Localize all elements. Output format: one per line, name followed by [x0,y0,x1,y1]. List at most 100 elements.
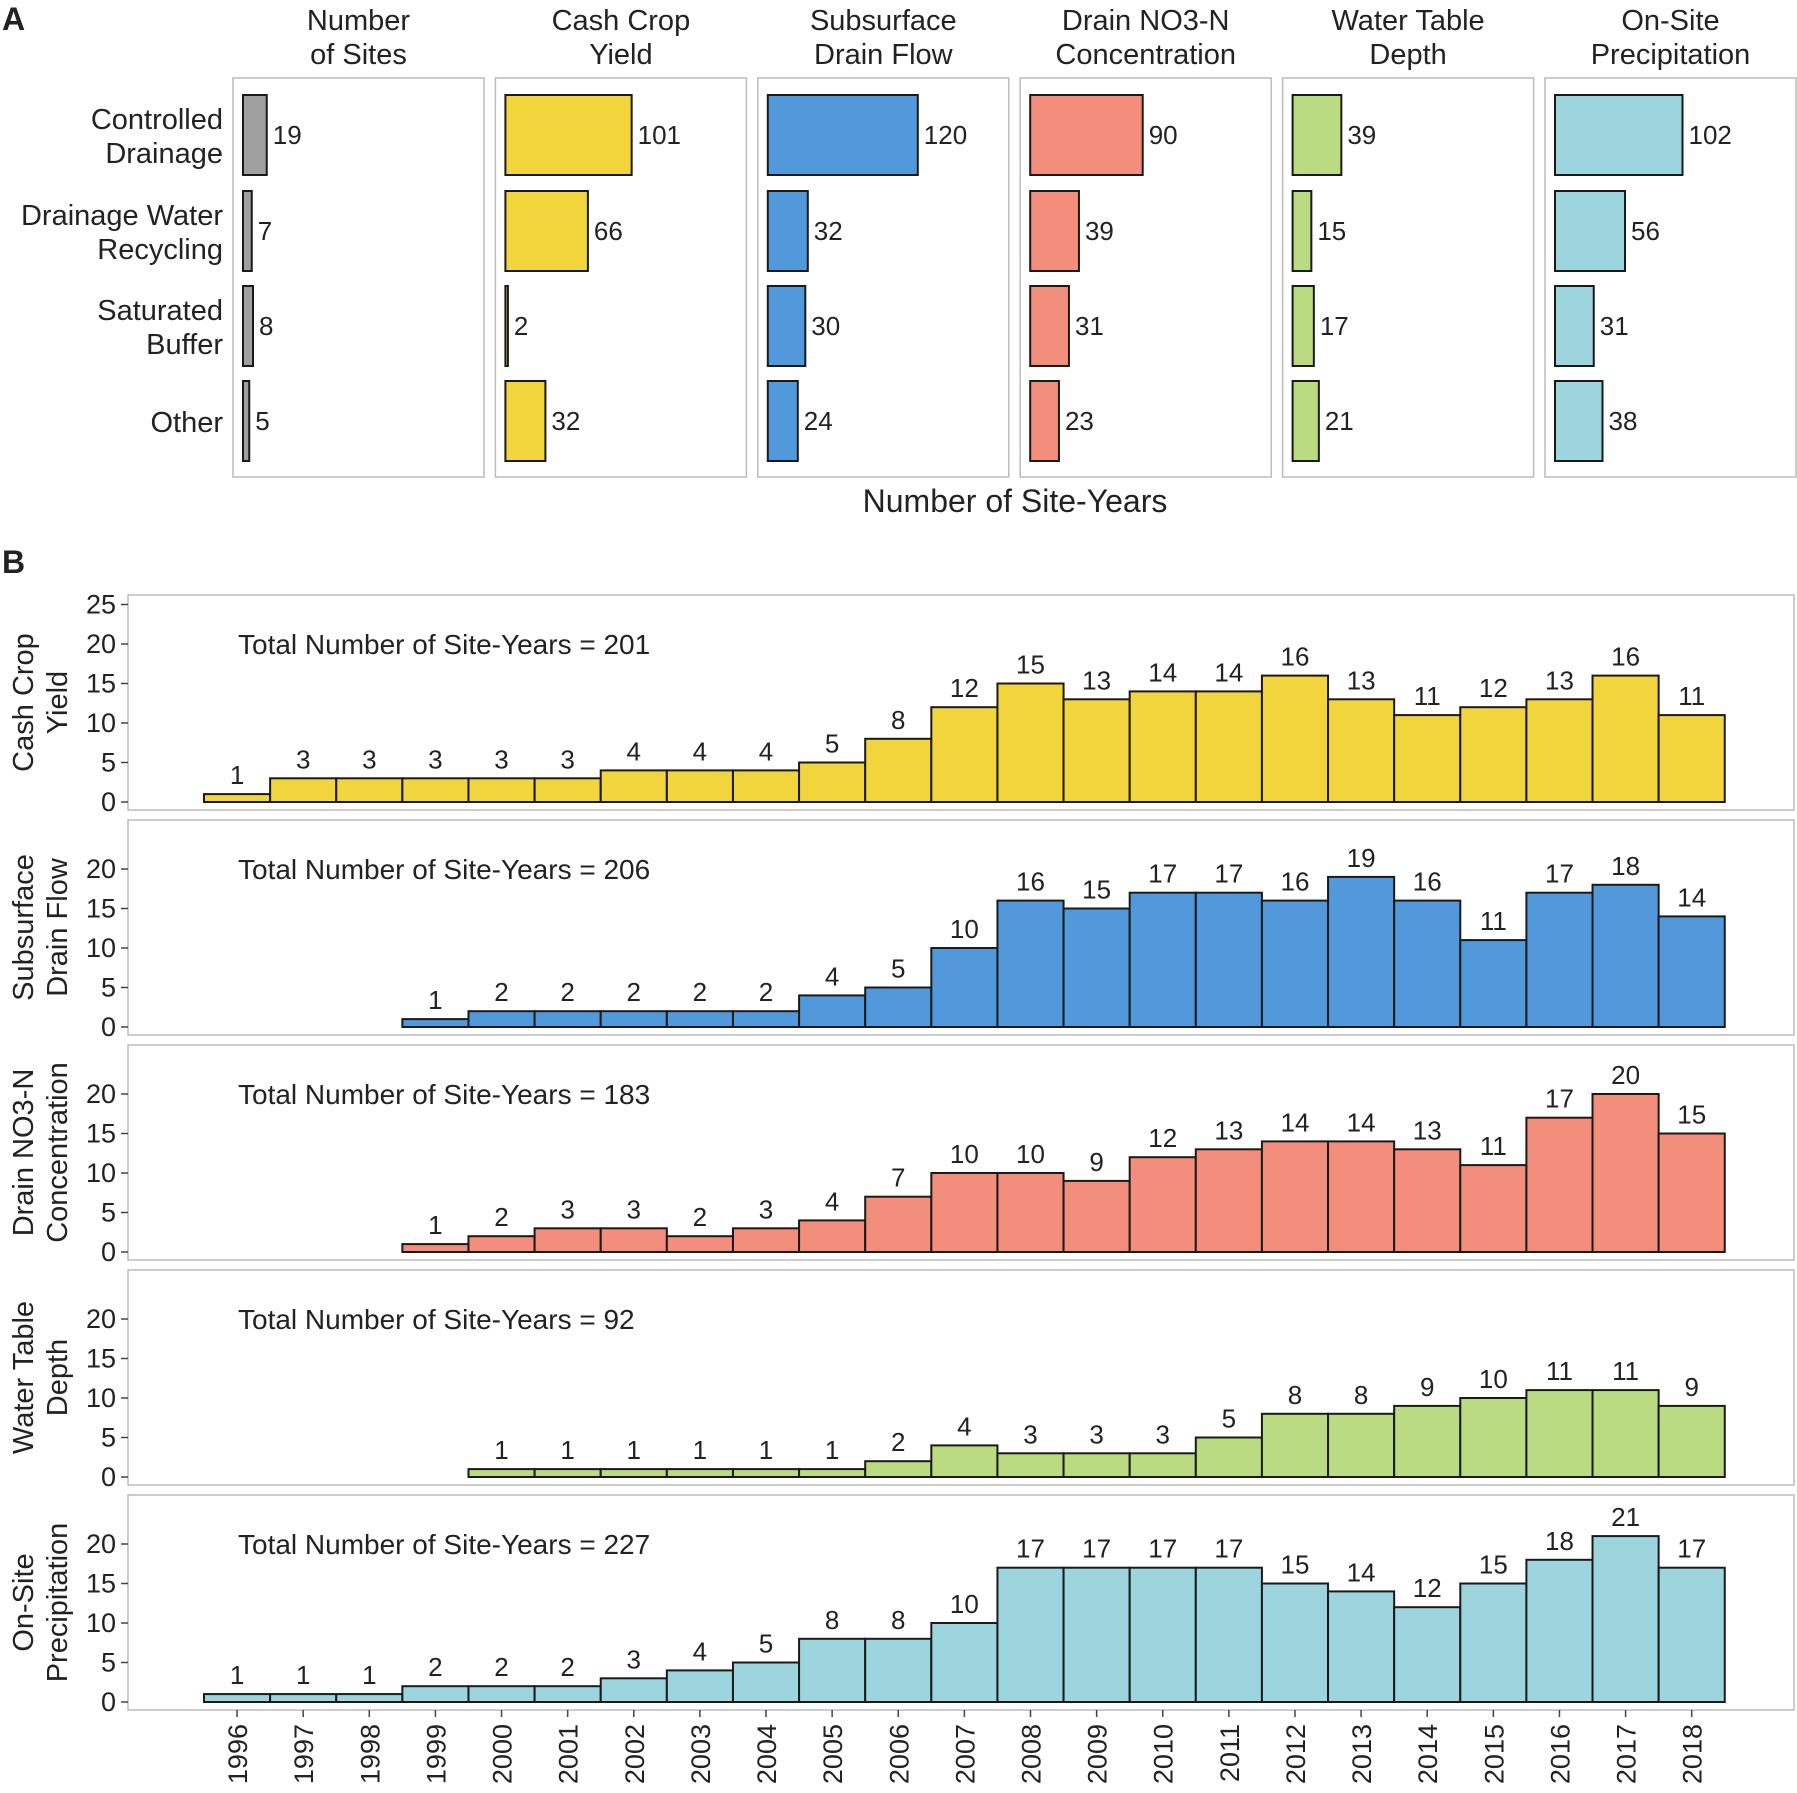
panel-a-value-label: 120 [924,120,967,150]
panel-b-bar [1525,698,1594,803]
y-axis-tick-label: 0 [101,787,116,817]
panel-b-facet-frame [127,1494,1795,1711]
panel-b-bar [731,1661,801,1703]
x-axis-tick-label: 2004 [752,1724,782,1784]
panel-a-bar [1029,94,1144,176]
panel-a-bar [504,190,589,272]
panel-b-bar [1393,1404,1462,1479]
panel-a-value-label: 32 [551,406,580,436]
panel-b-facet-frame [127,819,1795,1036]
panel-b-value-label: 11 [1414,681,1441,711]
panel-b-value-label: 1 [560,1435,574,1465]
panel-b-bar [269,777,338,803]
panel-b-value-label: 10 [950,1589,979,1619]
panel-a-value-label: 66 [594,216,623,246]
panel-a-value-label: 90 [1149,120,1178,150]
panel-a-category-label: Drainage Water [21,200,223,232]
panel-a-value-label: 19 [273,120,302,150]
panel-b-value-label: 15 [1677,1100,1706,1130]
panel-b-y-axis-label: Drain NO3-N [8,1069,40,1237]
panel-b-value-label: 18 [1611,851,1640,881]
panel-b-y-axis-label: Water Table [8,1301,40,1454]
panel-a-category-label: Recycling [97,234,223,266]
panel-b-value-label: 1 [230,1660,244,1690]
panel-b-bar [1062,907,1131,1028]
y-axis-tick-label: 10 [86,1608,116,1638]
panel-b-bar [533,1468,602,1478]
x-axis-tick-label: 1999 [421,1724,451,1784]
panel-b-bar [1327,1140,1396,1254]
panel-b-value-label: 3 [362,744,376,774]
panel-b-bar [599,1468,668,1478]
panel-b-bar [798,994,867,1029]
panel-b-value-label: 15 [1479,1550,1508,1580]
panel-a-facet-title: Subsurface [810,5,957,37]
panel-b-bar [1128,1156,1197,1253]
panel-a-facet-frame [1281,77,1535,478]
x-axis-tick-label: 2006 [884,1724,914,1784]
panel-b-bar [533,777,602,803]
panel-a-value-label: 56 [1631,216,1660,246]
panel-b-value-label: 12 [1479,673,1508,703]
panel-a-bar [1291,94,1343,176]
panel-b-value-label: 8 [891,1605,905,1635]
panel-b-bar [996,682,1065,803]
panel-b-value-label: 3 [560,744,574,774]
panel-b-bar [1128,891,1197,1029]
y-axis-tick-label: 20 [86,1304,116,1334]
panel-b-value-label: 15 [1082,875,1111,905]
y-axis-tick-label: 15 [86,1119,116,1149]
panel-b-value-label: 1 [759,1435,773,1465]
panel-a-value-label: 8 [259,311,273,341]
panel-a-facet-frame [1544,77,1797,478]
panel-b-y-axis-label: Yield [42,671,74,734]
panel-b-value-label: 14 [1347,1557,1376,1587]
panel-b-value-label: 17 [1082,1534,1111,1564]
panel-b-y-axis-label: Concentration [42,1062,74,1243]
panel-b-value-label: 2 [494,977,508,1007]
panel-b-value-label: 17 [1214,1534,1243,1564]
panel-a-bar [1554,94,1684,176]
panel-b-bar [269,1693,338,1703]
y-axis-tick-label: 5 [101,1648,116,1678]
panel-b-bar [1657,915,1726,1029]
panel-a-facet-title: Concentration [1055,39,1236,71]
panel-b-bar [1525,1389,1594,1478]
panel-b-value-label: 16 [1016,867,1045,897]
panel-b-value-label: 13 [1347,665,1376,695]
panel-b-value-label: 17 [1148,859,1177,889]
panel-a-label: A [2,1,25,37]
panel-b-facet-frame [127,1044,1795,1261]
panel-b-bar [1260,674,1330,803]
panel-b-value-label: 3 [1089,1419,1103,1449]
x-axis-tick-label: 2007 [950,1724,980,1784]
panel-a-value-label: 24 [804,406,833,436]
panel-b-value-label: 3 [428,744,442,774]
panel-b-bar [864,737,933,803]
panel-a-value-label: 23 [1065,406,1094,436]
y-axis-tick-label: 15 [86,1344,116,1374]
panel-b-value-label: 2 [560,1652,574,1682]
panel-b-value-label: 1 [627,1435,641,1465]
panel-b-bar [1128,690,1197,804]
panel-a-category-label: Saturated [97,295,223,327]
x-axis-tick-label: 2012 [1281,1724,1311,1784]
panel-b-bar [1657,714,1726,803]
x-axis-tick-label: 2011 [1215,1724,1245,1782]
panel-b-y-axis-label: Depth [42,1339,74,1416]
panel-b-bar [996,1452,1065,1479]
panel-a-facet-title: Number [307,5,410,37]
panel-b-bar [731,1468,801,1478]
panel-a-bar [1554,380,1604,462]
panel-a-bar [504,285,509,367]
panel-b-value-label: 4 [627,736,641,766]
panel-b-bar [864,986,933,1028]
panel-a-bar [766,285,807,367]
panel-a-value-label: 7 [258,216,272,246]
y-axis-tick-label: 10 [86,708,116,738]
x-axis-tick-label: 2009 [1083,1724,1113,1784]
panel-b-value-label: 16 [1611,642,1640,672]
x-axis-tick-label: 1998 [355,1724,385,1784]
x-axis-tick-label: 1997 [289,1724,319,1784]
